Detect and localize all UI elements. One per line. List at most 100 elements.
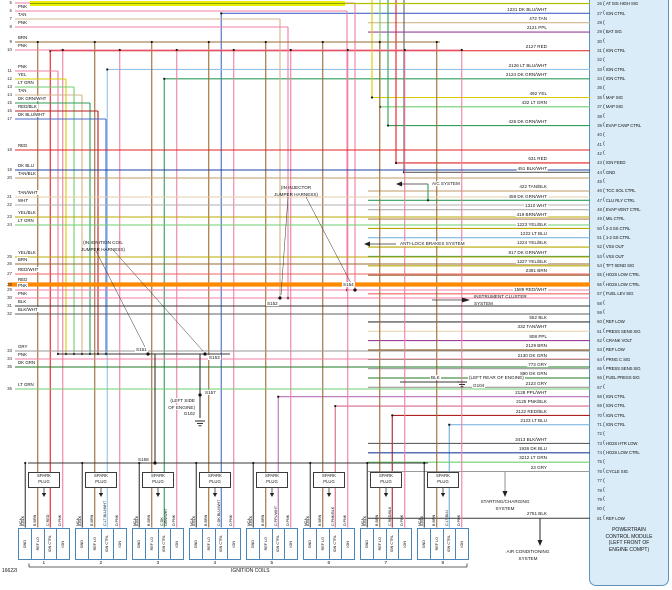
coil-wire-tag: D PNK (58, 514, 63, 526)
left-pin-number: 18 (7, 147, 12, 153)
pcm-pin-row: 30( (591, 38, 667, 44)
leader-line (305, 196, 354, 288)
coil-pin-cell: IGN (113, 529, 126, 559)
ignition-coil-connector: GND REF LO IGN CTRL IGN (132, 528, 184, 560)
pcm-pin-row: 46(TCC SOL CTRL (591, 188, 667, 194)
coil-wire-tag: A BLK (20, 515, 25, 526)
ignition-coil-connector: GND REF LO IGN CTRL IGN (189, 528, 241, 560)
left-pin-color-label: PNK (17, 351, 29, 357)
pcm-pin-cavity-icon: ( (603, 440, 605, 447)
pcm-signal-label: AT ISS HIGH SIG (605, 1, 639, 7)
pcm-pin-number: 51 (597, 235, 602, 241)
pcm-signal-label: IGN CTRL (605, 66, 626, 72)
junction-dot (232, 48, 235, 52)
pcm-pin-number: 63 (597, 347, 602, 353)
pcm-pin-number: 56 (597, 281, 602, 287)
coil-pin-label: IGN (460, 540, 465, 548)
left-pin-number: 30 (7, 295, 12, 301)
junction-dot (423, 461, 426, 465)
coil-wire-tag: B BRN (375, 514, 380, 526)
pcm-pin-number: 55 (597, 272, 602, 278)
spark-plug-label: PLUG (95, 479, 107, 485)
pcm-pin-row: 40( (591, 132, 667, 138)
wire-id-label: 2751 BLK (525, 511, 548, 517)
spark-plug-arrow-icon (440, 493, 446, 497)
coil-pin-cell: IGN CTRL (43, 529, 57, 559)
coil-number: 6 (327, 560, 331, 566)
left-pin-color-label: BLK/WHT (17, 306, 39, 312)
junction-dot (207, 40, 210, 44)
spark-plug-label: SPARK (265, 473, 279, 478)
junction-dot (118, 48, 121, 52)
left-pin-number: 28 (7, 281, 12, 287)
coil-pin-cell: IGN (455, 529, 468, 559)
coil-pin-label: GND (79, 539, 84, 549)
coil-pin-label: REF LO (320, 537, 325, 551)
pcm-signal-label: IGN FEED (605, 160, 626, 166)
pcm-pin-cavity-icon: ( (603, 169, 605, 176)
pcm-pin-number: 68 (597, 394, 602, 399)
pcm-signal-label: HO2S LOW CTRL (605, 281, 640, 287)
splice-dot (278, 296, 282, 300)
pcm-pin-number: 48 (597, 207, 602, 212)
junction-dot (435, 40, 438, 44)
spark-plug-box: SPARK PLUG (199, 472, 231, 488)
pcm-pin-row: 35( (591, 85, 667, 91)
left-pin-color-label: LT GRN (17, 79, 35, 85)
coil-pin-cell: GND (247, 529, 259, 559)
left-pin-number: 21 (7, 194, 12, 200)
wire-id-label: 2130 DK GRN (516, 352, 548, 358)
pcm-pin-row: 55(HO2S LOW CTRL (591, 272, 667, 278)
wire-id-label: 2123 GRY (524, 380, 548, 386)
pcm-signal-label: REF LOW (605, 319, 625, 325)
wire-id-label: 1227 YEL/BLK (515, 259, 548, 265)
pcm-pin-cavity-icon: ( (603, 38, 605, 45)
coil-pin-cell: REF LO (201, 529, 215, 559)
wire-id-label: 2124 DK GRN/WHT (504, 72, 548, 78)
coil-pin-cell: IGN (284, 529, 297, 559)
wire-id-label: 552 BLK (528, 315, 548, 321)
splice-dot (153, 461, 157, 465)
pcm-pin-number: 42 (597, 150, 602, 156)
coil-pin-label: IGN (118, 540, 123, 548)
left-pin-color-label: BRN (17, 34, 29, 40)
aircond-arrow-icon (537, 540, 543, 546)
pcm-pin-number: 67 (597, 384, 602, 390)
ignition-coil-connector: GND REF LO IGN CTRL IGN (246, 528, 298, 560)
coil-pin-label: IGN (346, 540, 351, 548)
spark-plug-box: SPARK PLUG (256, 472, 288, 488)
pcm-pin-cavity-icon: ( (603, 66, 605, 73)
ignition-coils-label: IGNITION COILS (230, 567, 271, 574)
pcm-pin-row: 51(1-2 SS CTRL (591, 235, 667, 241)
pcm-pin-number: 73 (597, 440, 602, 446)
pcm-signal-label: CRANK VOLT (605, 337, 633, 343)
spark-plug-label: PLUG (437, 479, 449, 485)
coil-number: 1 (42, 560, 46, 566)
pcm-signal-label: TFT SEND SIG (605, 263, 635, 269)
pcm-signal-label: IGN CTRL (605, 412, 626, 418)
pcm-pin-row: 36(MAF SIG (591, 94, 667, 100)
pcm-signal-label: IGN CTRL (605, 394, 626, 399)
left-pin-color-label: YEL/BLK (17, 209, 37, 215)
left-pin-color-label: LT GRN (17, 381, 35, 387)
pcm-pin-row: 75( (591, 459, 667, 465)
left-pin-color-label: DK BLU/WHT (17, 111, 47, 117)
left-pin-color-label: PNK (17, 42, 29, 48)
pcm-pin-row: 72( (591, 431, 667, 437)
pcm-signal-label: TCC SOL CTRL (605, 188, 636, 194)
coil-wire-tag: C LT BLU (444, 510, 449, 526)
coil-pin-cell: IGN CTRL (214, 529, 228, 559)
wire-id-label: 2126 LT BLU/WHT (507, 62, 548, 68)
wire-id-label: 631 RED (527, 156, 548, 162)
left-pin-number: 36 (7, 386, 12, 392)
wire-id-label: 2122 RED/BLK (514, 408, 548, 414)
wire-id-label: 1589 RED/WHT (513, 287, 548, 293)
pcm-pin-row: 47(CLU RLY CTRL (591, 197, 667, 203)
pcm-signal-label: IGN CTRL (605, 48, 626, 54)
pcm-pin-number: 64 (597, 356, 602, 362)
pcm-pin-row: 63(REF LOW (591, 347, 667, 353)
coil-pin-cell: IGN (398, 529, 411, 559)
left-pin-number: 34 (7, 356, 12, 362)
coil-wire-tag: D PNK (229, 514, 234, 526)
